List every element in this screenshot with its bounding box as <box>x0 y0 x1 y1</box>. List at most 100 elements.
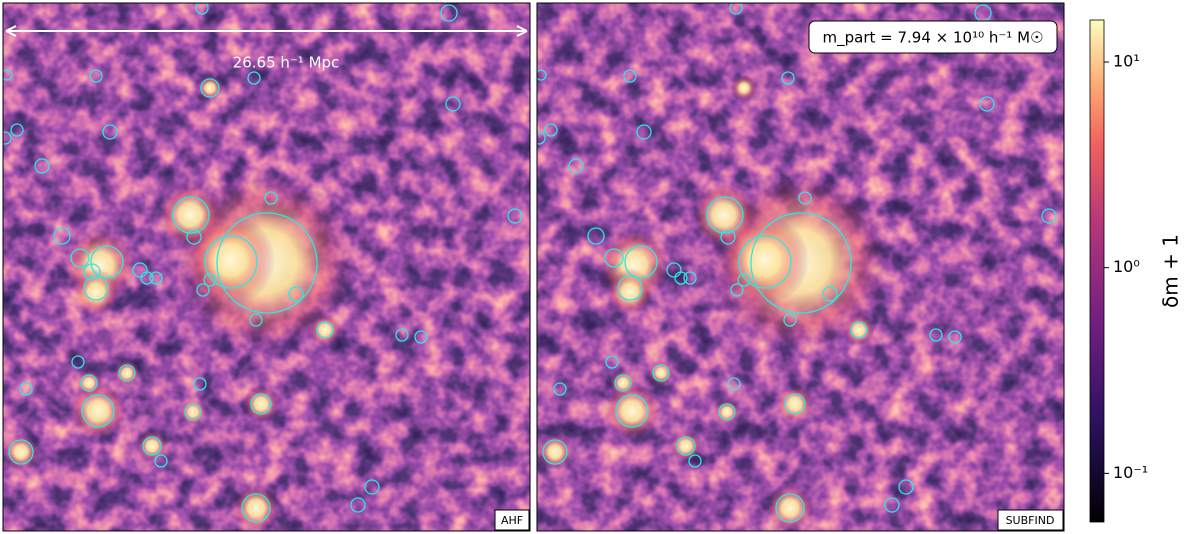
halo <box>3 131 12 145</box>
halo <box>706 196 744 234</box>
halo <box>3 69 13 81</box>
halo <box>193 377 207 391</box>
halo <box>587 227 605 245</box>
halo <box>216 212 318 314</box>
panel-subfind <box>537 3 1064 531</box>
halo <box>617 275 643 301</box>
halo <box>568 158 584 174</box>
halo <box>614 374 632 392</box>
halo <box>154 454 168 468</box>
density-peak <box>670 430 702 462</box>
halo <box>737 273 751 287</box>
halo <box>440 4 458 22</box>
halo <box>203 273 217 287</box>
halo <box>507 208 523 224</box>
halo <box>264 191 278 205</box>
halo <box>81 394 115 428</box>
halo <box>850 321 868 339</box>
halo <box>623 69 637 83</box>
density-peak <box>610 370 636 396</box>
halo <box>624 245 658 279</box>
panel-frame <box>536 2 1065 532</box>
halo <box>783 313 797 327</box>
halo <box>537 69 547 81</box>
halo <box>775 493 805 523</box>
halo <box>89 69 103 83</box>
density-peak <box>242 385 280 423</box>
halo <box>140 271 154 285</box>
density-peak <box>232 484 280 531</box>
halo <box>537 131 546 145</box>
halo <box>83 275 109 301</box>
panel-label: AHF <box>501 514 523 527</box>
halo <box>636 124 652 140</box>
halo <box>688 454 702 468</box>
density-peak <box>843 314 875 346</box>
halo <box>70 248 90 268</box>
colorbar-tick-label: 10⁻¹ <box>1113 463 1148 482</box>
halo <box>727 377 741 391</box>
halo <box>729 3 743 15</box>
density-peak <box>537 433 574 471</box>
halo <box>542 439 568 465</box>
halo <box>118 364 136 382</box>
halo <box>184 403 202 421</box>
density-peak <box>691 182 757 248</box>
density-peak <box>766 484 814 531</box>
halo <box>247 71 261 85</box>
halo <box>666 262 682 278</box>
halo <box>750 212 852 314</box>
density-peak <box>72 268 120 316</box>
halo <box>822 286 838 302</box>
mass-box <box>808 20 1058 54</box>
density-peak <box>776 385 814 423</box>
panel-label: SUBFIND <box>1006 514 1055 527</box>
halo <box>83 263 101 281</box>
halo <box>200 78 220 98</box>
halo <box>798 191 812 205</box>
halo <box>90 245 124 279</box>
halo <box>738 235 792 289</box>
halo <box>71 355 85 369</box>
halo <box>652 364 670 382</box>
density-peak <box>69 382 127 440</box>
halo <box>186 229 202 245</box>
halo <box>544 123 558 137</box>
scale-label: 26.65 h⁻¹ Mpc <box>233 54 340 72</box>
panel-frame <box>2 2 531 532</box>
halo <box>149 271 163 285</box>
halo <box>241 493 271 523</box>
colorbar-tick-label: 10⁰ <box>1113 257 1140 276</box>
halo <box>781 71 795 85</box>
panel-label-box <box>997 509 1064 531</box>
density-peak <box>606 268 654 316</box>
halo <box>683 271 697 285</box>
halo <box>605 355 619 369</box>
halo <box>364 479 380 495</box>
halo <box>196 283 210 297</box>
halo <box>53 227 71 245</box>
halo <box>898 479 914 495</box>
halo <box>730 283 744 297</box>
density-peak <box>731 75 757 101</box>
scale-arrows <box>5 25 528 37</box>
halo <box>784 393 806 415</box>
halo <box>195 3 209 15</box>
halo <box>720 229 736 245</box>
density-peak <box>136 430 168 462</box>
halo <box>34 158 50 174</box>
halo <box>80 374 98 392</box>
halo <box>142 436 162 456</box>
halo <box>288 286 304 302</box>
halo <box>979 96 995 112</box>
halo <box>250 393 272 415</box>
halo <box>316 321 334 339</box>
halo <box>102 124 118 140</box>
halo <box>8 439 34 465</box>
halo <box>604 248 624 268</box>
halo <box>350 497 366 513</box>
density-peak <box>180 399 206 425</box>
halo <box>553 382 567 396</box>
halo <box>615 394 649 428</box>
